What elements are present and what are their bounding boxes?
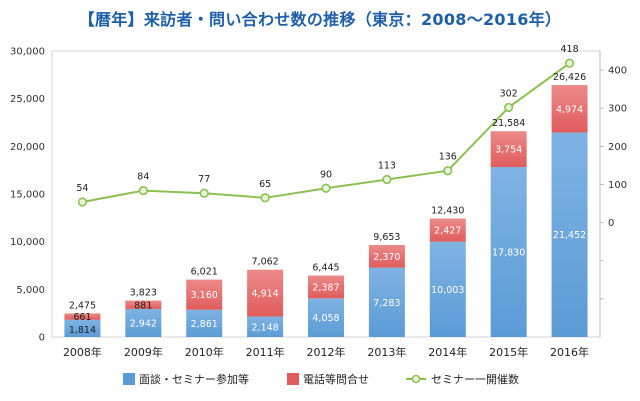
y-axis-right: 0 100 200 300 400 [599,51,627,337]
x-tick-label: 2010年 [185,345,224,359]
label-phone: 3,754 [495,145,522,156]
label-interview: 2,148 [252,322,279,333]
label-phone: 4,914 [252,289,279,300]
label-seminar: 90 [320,169,332,180]
label-seminar: 84 [137,172,149,183]
label-phone: 661 [73,312,91,323]
seminar-point [138,185,148,196]
label-total: 6,021 [191,267,218,278]
label-phone: 881 [134,300,152,311]
seminar-point [382,174,392,185]
label-seminar: 302 [500,88,518,99]
legend-label-seminar: セミナー一開催数 [431,372,519,386]
label-phone: 2,370 [373,252,400,263]
label-total: 6,445 [312,263,339,274]
bar-interview [247,316,284,337]
bar-phone [64,313,101,320]
label-total: 3,823 [130,288,157,299]
label-seminar: 418 [560,44,578,55]
y-tick-label: 25,000 [10,94,45,105]
y-tick-label: 0 [39,333,45,344]
x-tick-label: 2012年 [307,345,346,359]
label-phone: 2,387 [312,282,339,293]
y2-tick-label: 100 [608,180,627,191]
x-tick-label: 2014年 [428,345,467,359]
label-interview: 21,452 [553,230,586,241]
bar-interview [125,308,162,337]
x-axis: 2008年 2009年 2010年 2011年 2012年 2013年 2014年 2015年… [63,345,589,359]
legend-marker-seminar [411,374,421,384]
bar-interview [64,319,101,337]
label-total: 26,426 [553,72,586,83]
bar-phone [490,131,527,168]
y-tick-label: 30,000 [10,47,45,58]
legend-label-phone: 電話等問合せ [303,372,369,386]
seminar-point [260,193,270,203]
label-phone: 4,974 [556,104,583,115]
label-total: 12,430 [431,206,464,217]
legend-swatch-interview [123,373,135,385]
label-interview: 10,003 [431,285,464,296]
label-interview: 4,058 [312,313,339,324]
x-tick-label: 2015年 [489,345,528,359]
label-seminar: 54 [76,183,88,194]
seminar-line [77,58,575,207]
bar-phone [551,85,588,133]
bar-phone [125,300,162,309]
bar-interview [429,241,466,337]
bar-interview [186,309,223,337]
x-tick-label: 2011年 [246,345,285,359]
chart-title: 【暦年】来訪者・問い合わせ数の推移（東京：2008〜2016年） [78,10,562,29]
label-total: 2,475 [69,300,96,311]
y2-tick-label: 200 [608,142,627,153]
label-total: 9,653 [373,232,400,243]
label-interview: 2,861 [191,319,218,330]
bar-phone [186,279,223,310]
legend: 面談・セミナー参加等 電話等問合せ セミナー一開催数 [123,372,519,386]
bars [64,85,588,337]
label-phone: 2,427 [434,226,461,237]
label-total: 7,062 [252,257,279,268]
x-tick-label: 2016年 [550,345,589,359]
bar-phone [247,269,284,317]
seminar-point [77,197,88,207]
label-interview: 1,814 [69,325,96,336]
bar-phone [368,244,405,268]
seminar-point [199,188,209,198]
label-total: 21,584 [492,118,525,129]
y2-tick-label: 0 [608,218,614,229]
legend-label-interview: 面談・セミナー参加等 [139,372,249,386]
label-seminar: 136 [439,152,457,163]
y2-tick-label: 400 [608,66,627,77]
seminar-point [321,183,331,193]
label-interview: 7,283 [373,298,400,309]
label-seminar: 65 [259,179,271,190]
x-tick-label: 2013年 [367,345,406,359]
y-axis-left: 0 5,000 10,000 15,000 20,000 25,000 30,000 [10,47,45,344]
bar-interview [551,132,588,337]
label-phone: 3,160 [191,290,218,301]
bar-interview [490,167,527,337]
label-interview: 17,830 [492,248,525,259]
bar-phone [429,218,466,242]
legend-swatch-phone [287,373,299,385]
bar-phone [308,275,344,299]
bar-interview [368,267,405,337]
y2-tick-label: 300 [608,104,627,115]
seminar-point [504,102,514,113]
seminar-point [443,166,453,176]
label-seminar: 77 [198,174,210,185]
y-tick-label: 10,000 [10,237,45,248]
y-tick-label: 15,000 [10,190,45,201]
y-tick-label: 20,000 [10,142,45,153]
x-tick-label: 2008年 [63,345,102,359]
seminar-point [564,58,575,68]
x-tick-label: 2009年 [124,345,163,359]
label-interview: 2,942 [130,318,157,329]
bar-interview [308,298,344,337]
label-seminar: 113 [378,161,396,172]
y-tick-label: 5,000 [16,285,45,296]
